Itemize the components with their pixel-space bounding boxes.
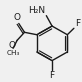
Text: O: O: [14, 13, 21, 22]
Text: F: F: [75, 19, 80, 28]
Text: CH₃: CH₃: [6, 50, 20, 56]
Text: F: F: [50, 71, 55, 80]
Text: H₂N: H₂N: [28, 6, 46, 15]
Text: O: O: [8, 41, 15, 50]
